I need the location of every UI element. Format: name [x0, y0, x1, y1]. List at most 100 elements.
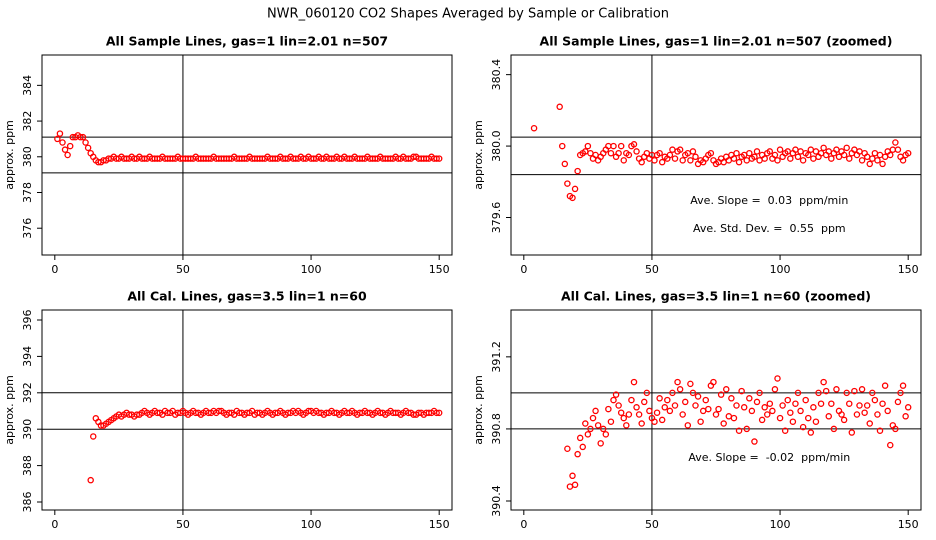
annotation: Ave. Slope = 0.03 ppm/min — [690, 194, 848, 207]
point — [607, 149, 615, 157]
y-tick-label: 378 — [21, 182, 34, 203]
point — [899, 157, 907, 164]
point — [666, 151, 674, 159]
point — [828, 155, 835, 162]
point — [904, 149, 912, 157]
point — [561, 160, 569, 168]
point — [761, 155, 768, 162]
point — [435, 409, 443, 417]
y-tick-label: 380.4 — [490, 59, 503, 91]
point — [653, 409, 661, 416]
point — [656, 395, 663, 402]
point — [702, 396, 710, 404]
point — [879, 160, 886, 168]
point — [735, 158, 743, 166]
x-tick-label: 0 — [520, 518, 527, 531]
point — [571, 481, 579, 489]
y-tick-label: 380 — [21, 146, 34, 167]
plot-frame — [510, 54, 922, 256]
points — [530, 103, 912, 202]
point — [904, 404, 912, 411]
point — [833, 386, 840, 393]
point — [574, 450, 581, 458]
point — [633, 148, 640, 155]
point — [638, 158, 645, 166]
point — [77, 133, 84, 141]
point — [630, 141, 638, 148]
point — [851, 387, 858, 395]
point — [856, 402, 863, 409]
point — [887, 151, 894, 159]
point — [843, 144, 850, 152]
point — [564, 445, 571, 452]
point — [638, 420, 645, 427]
point — [623, 422, 630, 429]
point — [605, 405, 612, 413]
point — [674, 378, 681, 386]
plot-frame — [41, 54, 453, 256]
point — [751, 153, 758, 161]
point — [884, 407, 891, 415]
point — [651, 418, 658, 425]
x-tick-label: 100 — [301, 263, 322, 276]
point — [787, 409, 794, 416]
point — [689, 389, 697, 397]
x-tick-label: 150 — [898, 263, 919, 276]
panel-title: All Sample Lines, gas=1 lin=2.01 n=507 — [106, 34, 388, 49]
point — [712, 411, 720, 418]
point — [828, 400, 835, 407]
point — [743, 425, 751, 433]
point — [64, 151, 71, 159]
point — [571, 185, 579, 193]
point — [617, 409, 625, 416]
point — [592, 407, 599, 415]
point — [753, 398, 761, 406]
point — [825, 413, 833, 420]
x-tick-label: 100 — [770, 263, 791, 276]
point — [733, 402, 740, 409]
point — [792, 400, 799, 407]
point — [787, 155, 794, 162]
point — [564, 180, 571, 187]
panel-title: All Cal. Lines, gas=3.5 lin=1 n=60 — [127, 289, 367, 304]
point — [56, 130, 64, 137]
point — [892, 425, 899, 433]
point — [820, 378, 827, 386]
point — [82, 139, 89, 146]
point — [869, 389, 876, 397]
point — [874, 411, 881, 418]
point — [766, 148, 774, 155]
point — [748, 407, 756, 415]
y-tick-label: 386 — [21, 491, 34, 512]
point — [679, 411, 686, 418]
point — [628, 396, 635, 404]
point — [687, 380, 694, 388]
point — [797, 407, 804, 415]
point — [789, 418, 797, 425]
point — [812, 418, 820, 425]
point — [874, 157, 881, 164]
point — [615, 149, 622, 157]
point — [861, 409, 868, 416]
point — [846, 155, 853, 162]
point — [569, 194, 576, 202]
point — [735, 427, 743, 434]
x-tick-label: 0 — [520, 263, 527, 276]
point — [830, 425, 838, 433]
point — [682, 398, 689, 406]
point — [761, 404, 768, 411]
point — [615, 402, 622, 409]
point — [530, 124, 538, 132]
point — [794, 153, 802, 161]
point — [887, 441, 894, 449]
y-tick-label: 382 — [21, 111, 34, 132]
y-tick-label: 392 — [21, 382, 34, 403]
point — [630, 378, 638, 386]
x-tick-label: 100 — [770, 518, 791, 531]
point — [715, 405, 722, 413]
point — [602, 431, 610, 438]
point — [805, 151, 812, 159]
point — [635, 411, 643, 418]
point — [717, 391, 725, 398]
